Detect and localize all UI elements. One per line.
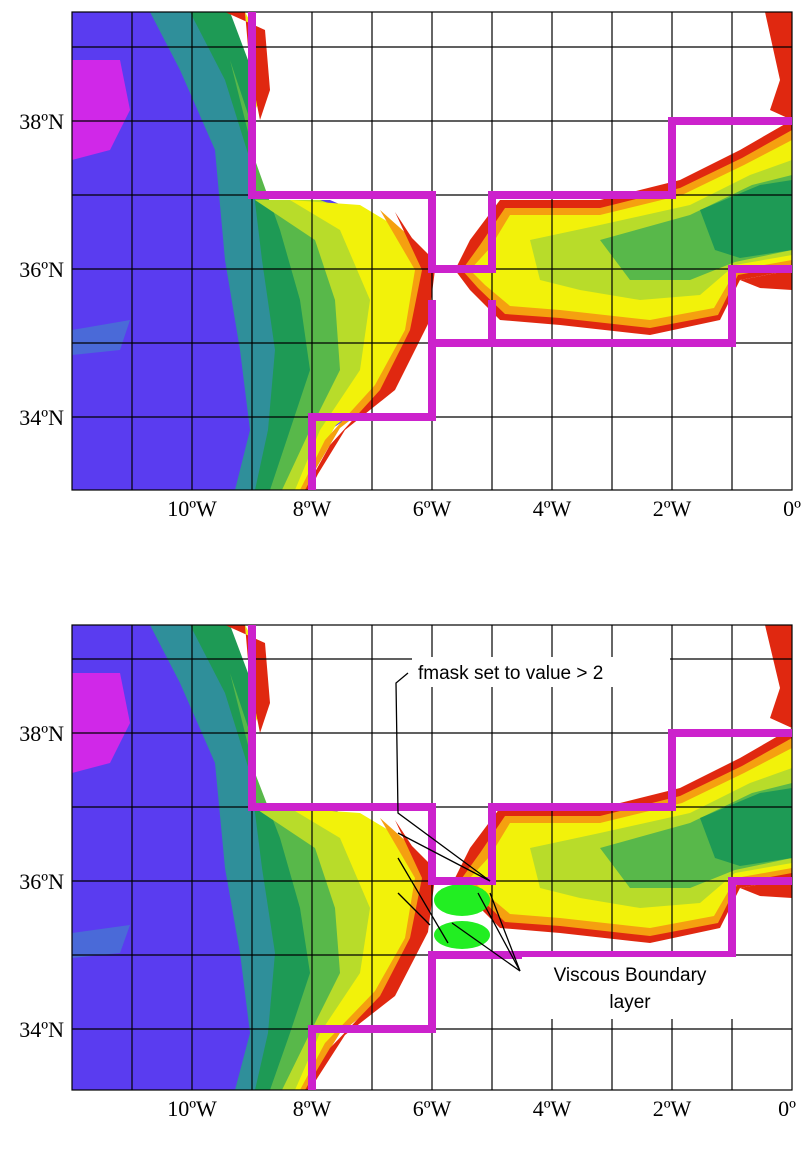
tick-label-8w: 8ºW — [293, 496, 332, 521]
tick-label-10w: 10ºW — [167, 1096, 217, 1121]
tick-label-38n: 38ºN — [19, 109, 64, 134]
mask-boundary-bottom — [248, 625, 792, 1090]
coast-red — [305, 212, 436, 490]
tick-label-36n: 36ºN — [19, 257, 64, 282]
annotation-leaders — [395, 672, 521, 972]
fmask-annotation: fmask set to value > 2 — [418, 663, 603, 684]
viscous-annotation-line2: layer — [609, 992, 651, 1013]
abyssal-plain — [72, 60, 130, 160]
viscous-layer-north — [434, 884, 490, 916]
tick-label-4w: 4ºW — [533, 496, 572, 521]
coast-portugal-red — [225, 625, 270, 733]
mask-boundary-top — [248, 12, 792, 490]
shelf-yellow — [290, 808, 432, 1090]
x-axis-labels-top: 10ºW 8ºW 6ºW 4ºW 2ºW 0º — [167, 496, 801, 521]
seamount — [72, 320, 130, 355]
tick-label-0: 0º — [778, 1096, 796, 1121]
y-axis-labels-top: 38ºN 36ºN 34ºN — [19, 109, 64, 430]
tick-label-8w: 8ºW — [293, 1096, 332, 1121]
coast-right-top — [765, 12, 792, 120]
abyssal-plain — [72, 673, 130, 773]
coast-right-top — [765, 625, 792, 728]
tick-label-38n: 38ºN — [19, 721, 64, 746]
viscous-annotation-line1: Viscous Boundary — [554, 965, 707, 986]
tick-label-0: 0º — [783, 496, 801, 521]
tick-label-10w: 10ºW — [167, 496, 217, 521]
coast-right-south — [740, 270, 792, 290]
tick-label-34n: 34ºN — [19, 405, 64, 430]
viscous-label-bg — [522, 957, 740, 1019]
med-deep — [700, 180, 792, 258]
tick-label-2w: 2ºW — [653, 1096, 692, 1121]
y-axis-labels-bottom: 38ºN 36ºN 34ºN — [19, 721, 64, 1042]
fmask-label-bg — [412, 657, 670, 687]
map-panel-bottom: fmask set to value > 2 Viscous Boundary … — [0, 613, 805, 1153]
map-svg-top: 38ºN 36ºN 34ºN 10ºW 8ºW 6ºW 4ºW 2ºW 0º — [19, 11, 801, 521]
tick-label-36n: 36ºN — [19, 869, 64, 894]
coast-portugal-red — [225, 12, 270, 120]
tick-label-4w: 4ºW — [533, 1096, 572, 1121]
map-panel-top: 38ºN 36ºN 34ºN 10ºW 8ºW 6ºW 4ºW 2ºW 0º — [0, 0, 805, 540]
seamount — [72, 925, 130, 958]
map-svg-bottom: fmask set to value > 2 Viscous Boundary … — [19, 624, 796, 1121]
tick-label-6w: 6ºW — [413, 496, 452, 521]
tick-label-2w: 2ºW — [653, 496, 692, 521]
tick-label-34n: 34ºN — [19, 1017, 64, 1042]
x-axis-labels-bottom: 10ºW 8ºW 6ºW 4ºW 2ºW 0º — [167, 1096, 796, 1121]
viscous-layer-south — [434, 921, 490, 949]
tick-label-6w: 6ºW — [413, 1096, 452, 1121]
shelf-yellow — [290, 200, 432, 490]
